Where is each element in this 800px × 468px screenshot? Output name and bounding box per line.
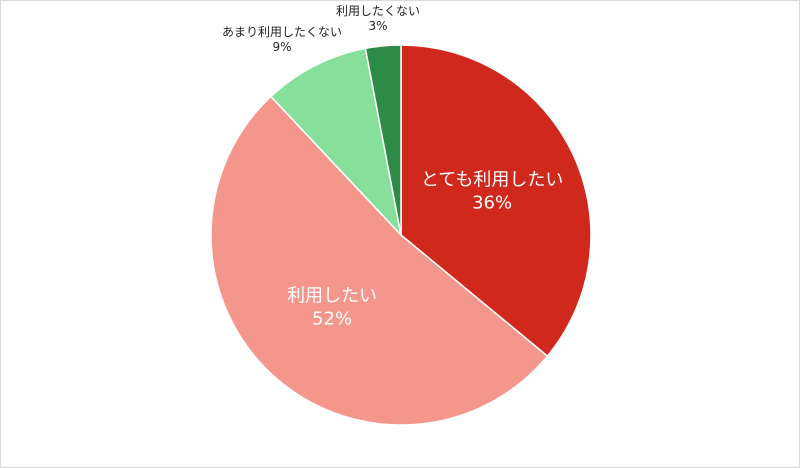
pie-slice [400, 44, 592, 358]
slice-label: 利用したくない 3% [336, 4, 420, 34]
value-label: 52% [312, 308, 353, 330]
value-label: 36% [472, 192, 513, 214]
pie-slice [269, 47, 403, 238]
pie-slice [210, 95, 549, 426]
value-label: 9% [272, 40, 292, 55]
slice-label: あまり利用したくない 9% [222, 25, 342, 55]
slice-label: とても利用したい 36% [417, 170, 567, 215]
slice-label: 利用したい 52% [257, 286, 407, 331]
category-label: とても利用したい [420, 169, 564, 191]
category-label: 利用したくない [336, 3, 421, 18]
pie-slice [364, 44, 402, 236]
category-label: あまり利用したくない [222, 25, 343, 40]
category-label: 利用したい [287, 285, 378, 307]
value-label: 3% [368, 18, 388, 33]
